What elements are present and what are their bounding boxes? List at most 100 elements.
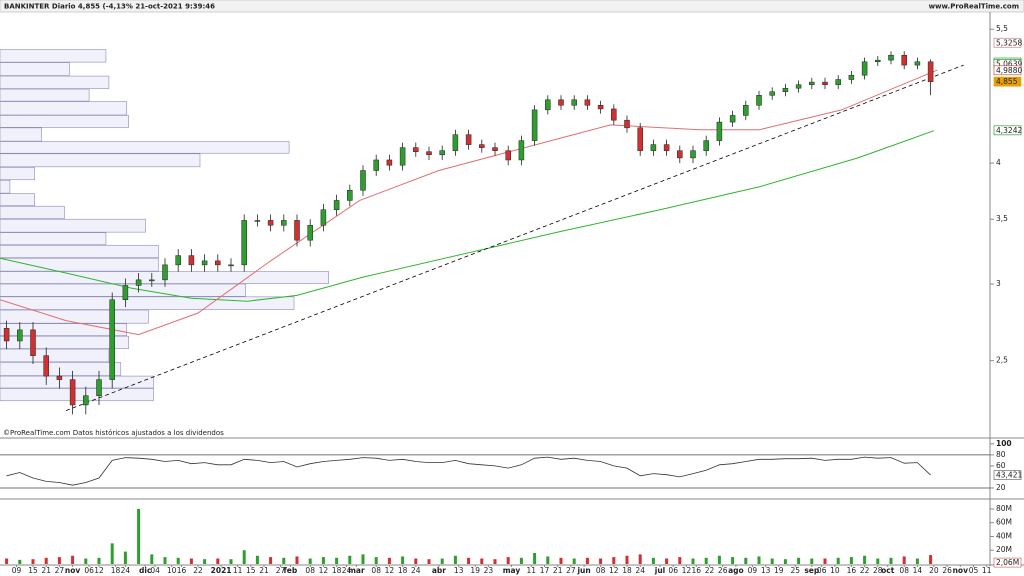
- volume-profile-bar: [0, 101, 128, 116]
- candle-body: [848, 74, 855, 80]
- x-tick-label: 10: [167, 566, 177, 575]
- candle-body: [545, 99, 551, 111]
- candle-body: [888, 54, 894, 61]
- candle-body: [386, 159, 393, 166]
- candle-body: [703, 140, 709, 151]
- volume-bar: [480, 558, 484, 564]
- volume-bar: [203, 559, 207, 564]
- x-tick-label: 16: [847, 566, 857, 575]
- candle-body: [109, 299, 115, 380]
- volume-bar: [731, 557, 735, 564]
- price-label-box: [993, 125, 1022, 136]
- candle-body: [690, 150, 696, 159]
- x-tick-label: 18: [332, 566, 342, 575]
- volume-profile-bar: [0, 115, 129, 128]
- volume-bar: [216, 558, 220, 564]
- x-tick-label: 15: [246, 566, 256, 575]
- x-tick-label: 18: [111, 566, 121, 575]
- x-tick-label: 27: [566, 566, 576, 575]
- rsi-label: 43,421: [996, 471, 1022, 480]
- x-tick-label: 12: [94, 566, 104, 575]
- moving-average: [0, 130, 935, 302]
- x-tick-label: 08: [305, 566, 315, 575]
- volume-profile-bar: [0, 388, 154, 402]
- x-tick-label: 16: [177, 566, 187, 575]
- volume-bar: [757, 556, 761, 564]
- volume-bar: [110, 543, 114, 564]
- candle-body: [875, 59, 881, 63]
- top-bar: [0, 0, 1024, 13]
- rsi-line: [6, 456, 931, 486]
- x-tick-label: 12: [319, 566, 329, 575]
- volume-bar: [506, 557, 510, 564]
- volume-profile-bar: [0, 141, 290, 154]
- candle-body: [835, 79, 841, 85]
- x-tick-label: 25: [791, 566, 801, 575]
- candle-body: [215, 260, 221, 266]
- x-tick-label: 18: [622, 566, 632, 575]
- x-tick-label: 08: [596, 566, 606, 575]
- candle-body: [3, 328, 10, 342]
- candle-body: [281, 220, 287, 226]
- price-label-box: [993, 37, 1022, 48]
- x-tick-label-major: nov: [953, 566, 968, 575]
- x-tick-label: 06: [84, 566, 94, 575]
- candle-body: [320, 209, 327, 226]
- candle-body: [43, 355, 49, 377]
- candle-body: [531, 109, 538, 141]
- volume-label-box: [993, 557, 1022, 568]
- candle-body: [901, 54, 907, 66]
- volume-bar: [849, 557, 853, 564]
- candle-body: [637, 127, 643, 151]
- x-tick-label: 23: [484, 566, 494, 575]
- x-tick-label: 28: [873, 566, 883, 575]
- volume-profile-bar: [0, 375, 154, 389]
- x-tick-label: 21: [259, 566, 269, 575]
- volume-bar: [361, 554, 365, 564]
- x-tick-label-major: dic: [139, 566, 151, 575]
- candle-body: [175, 255, 181, 266]
- candle-body: [122, 285, 129, 300]
- candle-body: [294, 220, 300, 241]
- candle-body: [505, 150, 511, 161]
- volume-profile-bar: [0, 88, 90, 102]
- price-label: 4,9880: [996, 66, 1022, 75]
- volume-bar: [31, 559, 35, 564]
- volume-profile-bar: [0, 257, 159, 272]
- volume-bar: [44, 557, 48, 564]
- candle-body: [492, 147, 498, 151]
- volume-label: 2,06M: [996, 558, 1019, 567]
- volume-bar: [783, 559, 787, 564]
- volume-bar: [704, 557, 708, 564]
- candle-body: [17, 329, 23, 342]
- x-tick-label: 24: [635, 566, 645, 575]
- x-tick-label: 15: [28, 566, 38, 575]
- x-tick-label: 04: [150, 566, 160, 575]
- volume-profile-bar: [0, 167, 35, 181]
- candle-body: [624, 119, 630, 129]
- candle-body: [571, 99, 577, 106]
- x-tick-label: 17: [540, 566, 550, 575]
- volume-bar: [493, 559, 497, 564]
- volume-bar: [229, 559, 233, 564]
- price-label-box: [993, 65, 1022, 76]
- x-tick-label: 22: [860, 566, 870, 575]
- x-tick-label: 21: [41, 566, 51, 575]
- volume-profile-bar: [0, 49, 107, 63]
- x-tick-label-major: may: [503, 566, 521, 575]
- candle-body: [452, 134, 459, 151]
- volume-bar: [150, 554, 154, 564]
- x-tick-label: 22: [705, 566, 715, 575]
- candle-body: [729, 115, 736, 123]
- y-tick-label: 40M: [996, 531, 1012, 540]
- volume-bar: [546, 556, 550, 564]
- volume-profile-bar: [0, 62, 70, 76]
- volume-bar: [651, 557, 655, 564]
- volume-bar: [5, 558, 9, 564]
- volume-bar: [717, 555, 721, 564]
- candle-body: [56, 375, 63, 380]
- y-tick-label: 100: [996, 439, 1012, 448]
- candle-body: [822, 81, 828, 85]
- x-tick-label: 08: [899, 566, 909, 575]
- x-tick-label: 13: [761, 566, 771, 575]
